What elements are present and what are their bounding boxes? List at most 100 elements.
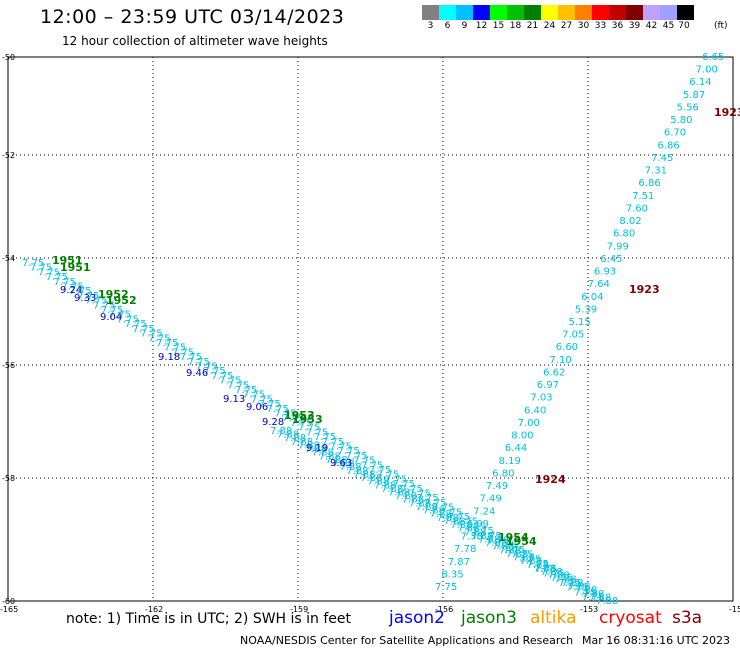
wave-height-label: 7.88 — [554, 574, 576, 585]
wave-height-label: 7.75 — [38, 267, 60, 278]
wave-height-label: 7.75 — [582, 592, 604, 603]
latitude-label: -54 — [2, 254, 15, 263]
scale-label: 45 — [662, 21, 675, 31]
wave-height-label: 7.75 — [464, 521, 486, 532]
wave-height-label: 7.75 — [543, 568, 565, 579]
credit-text: NOAA/NESDIS Center for Satellite Applica… — [240, 634, 574, 647]
wave-height-label: 8.19 — [499, 456, 521, 467]
wave-height-label: 7.75 — [219, 376, 241, 387]
wave-height-label: 7.88 — [381, 484, 403, 495]
wave-height-label: 7.88 — [436, 513, 458, 524]
wave-height-label: 9.19 — [306, 443, 328, 454]
wave-height-label: 7.75 — [77, 291, 99, 302]
wave-height-label: 9.63 — [330, 458, 352, 469]
scale-swatch — [490, 5, 507, 20]
wave-height-label: 7.88 — [589, 592, 611, 603]
wave-height-label: 7.75 — [401, 484, 423, 495]
wave-height-label: 7.88 — [367, 477, 389, 488]
color-scale — [422, 5, 694, 20]
wave-height-label: 7.75 — [314, 432, 336, 443]
wave-height-label: 7.10 — [549, 355, 571, 366]
wave-height-label: 7.75 — [196, 361, 218, 372]
wave-height-label: 9.13 — [223, 394, 245, 405]
wave-height-label: 8.00 — [511, 431, 533, 442]
wave-height-label: 7.75 — [456, 517, 478, 528]
wave-height-label: 6.14 — [689, 77, 711, 88]
latitude-label: -56 — [2, 361, 15, 370]
scale-label: 15 — [492, 21, 505, 31]
scale-label: 42 — [645, 21, 658, 31]
legend-item-altika: altika — [530, 608, 577, 628]
scale-swatch — [609, 5, 626, 20]
wave-height-label: 7.88 — [305, 444, 327, 455]
wave-height-label: 7.75 — [109, 310, 131, 321]
wave-height-label: 7.75 — [259, 399, 281, 410]
wave-height-label: 7.49 — [480, 494, 502, 505]
scale-swatch — [422, 5, 439, 20]
wave-height-label: 7.88 — [374, 480, 396, 491]
pass-time-label: 1953 — [284, 409, 315, 422]
wave-height-label: 7.88 — [464, 527, 486, 538]
wave-height-label: 7.75 — [345, 451, 367, 462]
wave-height-label: 7.88 — [492, 542, 514, 553]
wave-height-label: 7.75 — [282, 413, 304, 424]
wave-height-label: 6.80 — [492, 468, 514, 479]
scale-label: 39 — [628, 21, 641, 31]
wave-height-label: 7.75 — [132, 324, 154, 335]
latitude-label: -60 — [2, 597, 15, 606]
wave-height-label: 7.88 — [402, 495, 424, 506]
wave-height-label: 5.87 — [683, 90, 705, 101]
wave-height-label: 7.75 — [432, 503, 454, 514]
wave-height-label: 7.75 — [235, 385, 257, 396]
wave-height-label: 7.75 — [416, 493, 438, 504]
pass-time-label: 1951 — [60, 261, 91, 274]
longitude-label: -165 — [0, 605, 18, 614]
scale-swatch — [592, 5, 609, 20]
wave-height-label: 7.75 — [558, 578, 580, 589]
wave-height-label: 6.45 — [600, 254, 622, 265]
wave-height-label: 7.88 — [430, 509, 452, 520]
wave-height-label: 7.75 — [361, 460, 383, 471]
wave-height-label: 6.40 — [524, 405, 546, 416]
scale-label: 12 — [475, 21, 488, 31]
pass-time-label: 1952 — [106, 294, 137, 307]
wave-height-label: 7.88 — [270, 426, 292, 437]
wave-height-label: 7.75 — [290, 418, 312, 429]
map-title: 12:00 – 23:59 UTC 03/14/2023 — [40, 6, 345, 28]
scale-swatch — [473, 5, 490, 20]
pass-time-label: 1954 — [506, 535, 537, 548]
latitude-label: -52 — [2, 151, 15, 160]
wave-height-label: 7.75 — [306, 427, 328, 438]
wave-height-label: 7.75 — [54, 277, 76, 288]
wave-height-label: 7.03 — [530, 393, 552, 404]
pass-time-label: 1953 — [292, 413, 323, 426]
wave-height-label: 7.88 — [450, 520, 472, 531]
wave-height-label: 6.60 — [556, 342, 578, 353]
wave-height-label: 7.75 — [448, 512, 470, 523]
wave-height-label: 7.88 — [339, 462, 361, 473]
scale-swatch — [626, 5, 643, 20]
wave-height-label: 7.88 — [443, 516, 465, 527]
scale-swatch — [575, 5, 592, 20]
wave-height-label: 7.75 — [527, 559, 549, 570]
wave-height-label: 7.75 — [117, 314, 139, 325]
wave-height-label: 7.75 — [337, 446, 359, 457]
longitude-label: -153 — [580, 605, 598, 614]
latitude-label: -50 — [2, 53, 15, 62]
wave-height-label: 7.75 — [180, 352, 202, 363]
wave-height-label: 7.75 — [156, 338, 178, 349]
wave-height-label: 7.75 — [30, 263, 52, 274]
wave-height-label: 7.88 — [353, 469, 375, 480]
wave-height-label: 5.39 — [575, 304, 597, 315]
wave-height-label: 7.75 — [535, 564, 557, 575]
wave-height-label: 7.88 — [547, 571, 569, 582]
scale-swatch — [456, 5, 473, 20]
wave-height-label: 9.28 — [262, 417, 284, 428]
wave-height-label: 7.75 — [85, 296, 107, 307]
wave-height-label: 7.75 — [251, 394, 273, 405]
wave-height-label: 7.75 — [172, 347, 194, 358]
wave-height-label: 9.06 — [246, 402, 268, 413]
wave-height-label: 7.88 — [568, 582, 590, 593]
scale-label: 6 — [444, 21, 451, 31]
wave-height-label: 7.88 — [478, 535, 500, 546]
